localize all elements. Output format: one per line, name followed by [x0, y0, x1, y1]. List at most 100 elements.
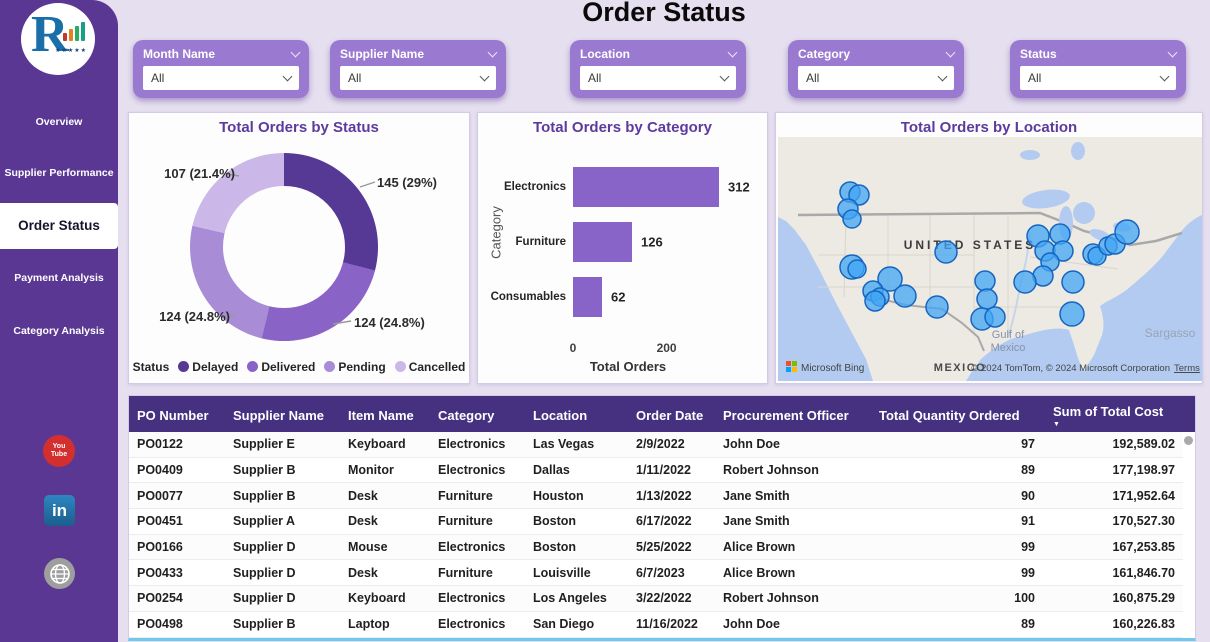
- cell-sum-of-total-cost: 192,589.02: [1112, 437, 1175, 452]
- location-bubble[interactable]: [1013, 270, 1037, 294]
- linkedin-icon[interactable]: in: [44, 495, 75, 526]
- column-header-po-number[interactable]: PO Number: [137, 407, 209, 423]
- cell-supplier-name: Supplier D: [233, 540, 296, 555]
- cell-sum-of-total-cost: 170,527.30: [1112, 514, 1175, 529]
- sidebar-item-order-status[interactable]: Order Status: [0, 203, 118, 249]
- sidebar-item-category-analysis[interactable]: Category Analysis: [13, 325, 105, 337]
- location-bubble[interactable]: [934, 240, 958, 264]
- map-chart-card: Total Orders by Location UNITED STATES G…: [775, 112, 1203, 384]
- location-bubble[interactable]: [847, 259, 867, 279]
- filter-label: Supplier Name: [340, 47, 425, 61]
- map-bubbles[interactable]: [837, 181, 1140, 331]
- bing-logo-icon: [786, 361, 797, 372]
- scrollbar-thumb[interactable]: [1184, 436, 1193, 445]
- cell-supplier-name: Supplier A: [233, 514, 296, 529]
- donut-chart[interactable]: [190, 153, 378, 341]
- cell-po-number: PO0409: [137, 463, 183, 478]
- location-bubble[interactable]: [1114, 219, 1140, 245]
- column-header-procurement-officer[interactable]: Procurement Officer: [723, 407, 849, 423]
- sidebar: R ★★★★★ Overview Supplier Performance Orde…: [0, 0, 118, 642]
- cell-total-quantity-ordered: 91: [1021, 514, 1035, 529]
- location-bubble[interactable]: [984, 306, 1006, 328]
- table-header-row: PO Number Supplier Name Item Name Category L…: [129, 396, 1195, 432]
- usa-map[interactable]: UNITED STATES Gulf of Mexico MEXICO Sarg…: [778, 137, 1202, 381]
- table-row[interactable]: PO0409 Supplier B Monitor Electronics Dallas…: [129, 457, 1183, 484]
- filter-header-supplier-name[interactable]: Supplier Name: [340, 47, 498, 61]
- column-header-total-quantity-ordered[interactable]: Total Quantity Ordered: [879, 407, 1020, 423]
- table-row[interactable]: PO0166 Supplier D Mouse Electronics Boston 5/…: [129, 534, 1183, 561]
- cell-po-number: PO0254: [137, 591, 183, 606]
- cell-total-quantity-ordered: 89: [1021, 617, 1035, 632]
- chevron-down-icon: [282, 71, 293, 82]
- location-bubble[interactable]: [848, 184, 870, 206]
- filter-location: Location All: [570, 40, 746, 98]
- location-bubble[interactable]: [1059, 301, 1085, 327]
- bar-x-axis-label: Total Orders: [589, 359, 667, 374]
- column-header-location[interactable]: Location: [533, 407, 588, 423]
- column-header-supplier-name[interactable]: Supplier Name: [233, 407, 325, 423]
- table-row[interactable]: PO0254 Supplier D Keyboard Electronics Los A…: [129, 586, 1183, 612]
- cell-category: Furniture: [438, 514, 493, 529]
- cell-total-quantity-ordered: 97: [1021, 437, 1035, 452]
- column-header-category[interactable]: Category: [438, 407, 495, 423]
- bar-row-electronics: Electronics 312: [478, 167, 769, 207]
- location-bubble[interactable]: [974, 270, 996, 292]
- map-label-sargasso: Sargasso: [1145, 326, 1196, 340]
- map-terms-link[interactable]: Terms: [1174, 363, 1200, 374]
- filter-header-status[interactable]: Status: [1020, 47, 1178, 61]
- location-bubble[interactable]: [925, 295, 949, 319]
- bar-electronics[interactable]: [573, 167, 719, 207]
- location-bubble[interactable]: [842, 209, 862, 229]
- column-header-order-date[interactable]: Order Date: [636, 407, 704, 423]
- column-header-sum-of-total-cost[interactable]: Sum of Total Cost ▼: [1053, 404, 1164, 428]
- bar-furniture[interactable]: [573, 222, 632, 262]
- filter-value: All: [806, 71, 820, 85]
- filter-header-location[interactable]: Location: [580, 47, 738, 61]
- chevron-down-icon: [290, 47, 301, 58]
- table-row[interactable]: PO0498 Supplier B Laptop Electronics San Die…: [129, 611, 1183, 638]
- filter-header-category[interactable]: Category: [798, 47, 956, 61]
- cell-item-name: Monitor: [348, 463, 394, 478]
- filter-dropdown-supplier-name[interactable]: All: [340, 66, 496, 90]
- bar-row-furniture: Furniture 126: [478, 222, 769, 262]
- cell-order-date: 3/22/2022: [636, 591, 692, 606]
- location-bubble[interactable]: [877, 266, 903, 292]
- table-row[interactable]: PO0122 Supplier E Keyboard Electronics Las V…: [129, 432, 1183, 458]
- bar-consumables[interactable]: [573, 277, 602, 317]
- location-bubble[interactable]: [893, 284, 917, 308]
- filter-dropdown-location[interactable]: All: [580, 66, 736, 90]
- cell-po-number: PO0077: [137, 488, 183, 503]
- location-bubble[interactable]: [864, 290, 886, 312]
- youtube-icon[interactable]: You Tube: [43, 435, 75, 467]
- filter-bar: Month Name All Supplier Name All Locatio…: [118, 40, 1210, 100]
- cell-order-date: 6/7/2023: [636, 565, 685, 580]
- bar-value-label: 126: [641, 234, 663, 250]
- filter-dropdown-month-name[interactable]: All: [143, 66, 299, 90]
- location-bubble[interactable]: [1061, 270, 1085, 294]
- website-globe-icon[interactable]: [44, 558, 75, 589]
- cell-category: Furniture: [438, 488, 493, 503]
- sidebar-item-overview[interactable]: Overview: [35, 116, 83, 128]
- table-row[interactable]: PO0433 Supplier D Desk Furniture Louisville 6…: [129, 560, 1183, 587]
- globe-glyph: [49, 563, 70, 584]
- cell-supplier-name: Supplier B: [233, 488, 296, 503]
- cell-sum-of-total-cost: 161,846.70: [1112, 565, 1175, 580]
- filter-label: Month Name: [143, 47, 215, 61]
- sidebar-item-payment-analysis[interactable]: Payment Analysis: [14, 272, 104, 284]
- filter-dropdown-category[interactable]: All: [798, 66, 954, 90]
- table-row[interactable]: PO0077 Supplier B Desk Furniture Houston 1/13…: [129, 483, 1183, 510]
- legend-dot: [324, 361, 336, 372]
- column-header-item-name[interactable]: Item Name: [348, 407, 414, 423]
- table-scrollbar[interactable]: [1184, 436, 1193, 634]
- filter-value: All: [151, 71, 165, 85]
- cell-sum-of-total-cost: 167,253.85: [1112, 540, 1175, 555]
- cell-category: Furniture: [438, 565, 493, 580]
- filter-header-month-name[interactable]: Month Name: [143, 47, 301, 61]
- location-bubble[interactable]: [1052, 240, 1074, 262]
- location-bubble[interactable]: [976, 288, 998, 310]
- sidebar-item-supplier-performance[interactable]: Supplier Performance: [4, 167, 114, 179]
- table-row[interactable]: PO0451 Supplier A Desk Furniture Boston 6/17/…: [129, 509, 1183, 535]
- filter-category: Category All: [788, 40, 964, 98]
- filter-dropdown-status[interactable]: All: [1020, 66, 1176, 90]
- cell-location: San Diego: [533, 617, 595, 632]
